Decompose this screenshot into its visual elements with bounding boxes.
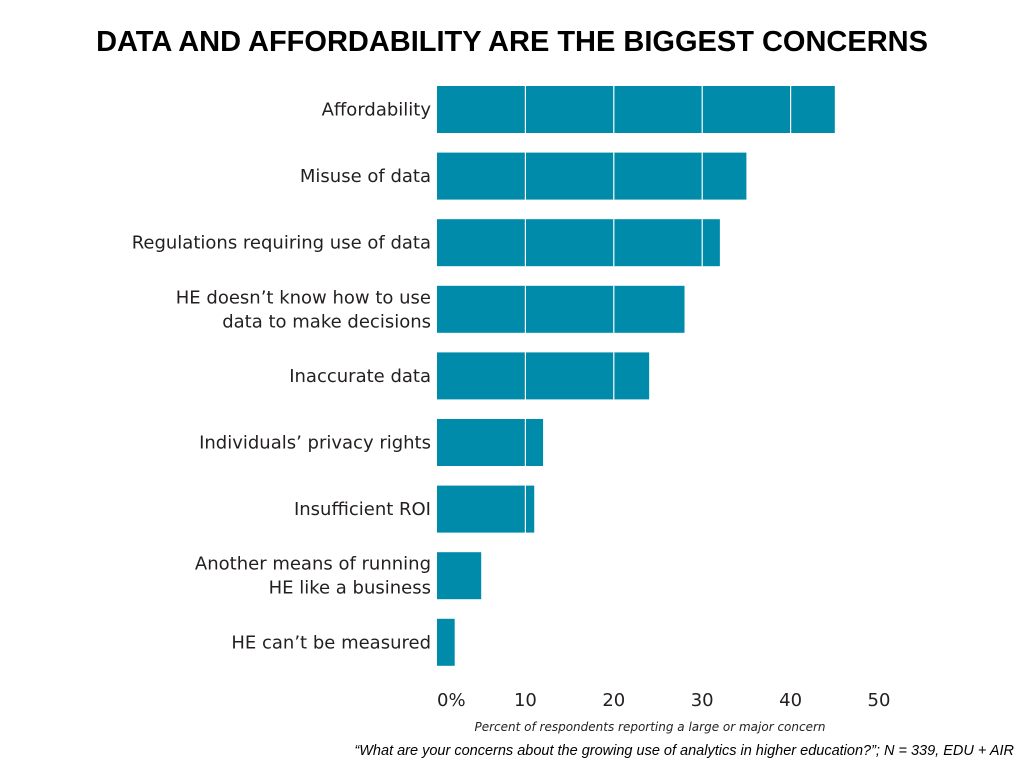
bar-8 — [437, 618, 455, 666]
category-label-2: Regulations requiring use of data — [132, 233, 431, 254]
x-tick-label-50: 50 — [868, 690, 891, 711]
bar-5 — [437, 419, 544, 466]
category-label-6: Insufficient ROI — [294, 499, 431, 520]
x-tick-label-0: 0% — [437, 690, 466, 711]
category-labels-group: Affordability Misuse of data Regulations r… — [132, 100, 432, 654]
category-label-0: Affordability — [322, 100, 432, 121]
gridlines-group — [524, 86, 792, 533]
bar-6 — [437, 485, 535, 533]
bar-1 — [437, 152, 747, 200]
bar-0 — [437, 86, 835, 133]
bar-2 — [437, 219, 720, 267]
bar-7 — [437, 552, 482, 600]
x-axis-title: Percent of respondents reporting a large… — [474, 720, 826, 734]
x-tick-label-10: 10 — [514, 690, 537, 711]
bar-3 — [437, 285, 685, 333]
category-label-5: Individuals’ privacy rights — [199, 433, 431, 454]
category-label-1: Misuse of data — [300, 166, 431, 187]
category-label-4: Inaccurate data — [289, 366, 431, 387]
category-label-7-line-1: HE like a business — [269, 578, 431, 599]
slide-title: DATA AND AFFORDABILITY ARE THE BIGGEST C… — [96, 26, 928, 58]
x-tick-label-40: 40 — [779, 690, 802, 711]
category-label-3-line-0: HE doesn’t know how to use — [176, 287, 431, 308]
x-tick-label-20: 20 — [602, 690, 625, 711]
x-tick-labels-group: 0% 10 20 30 40 50 — [437, 690, 890, 711]
category-label-7-line-0: Another means of running — [195, 554, 431, 575]
bars-group — [437, 86, 835, 666]
category-label-3-line-1: data to make decisions — [222, 311, 431, 332]
x-tick-label-30: 30 — [691, 690, 714, 711]
source-note: “What are your concerns about the growin… — [354, 743, 1014, 759]
category-label-8: HE can’t be measured — [231, 632, 431, 653]
bar-4 — [437, 352, 650, 400]
